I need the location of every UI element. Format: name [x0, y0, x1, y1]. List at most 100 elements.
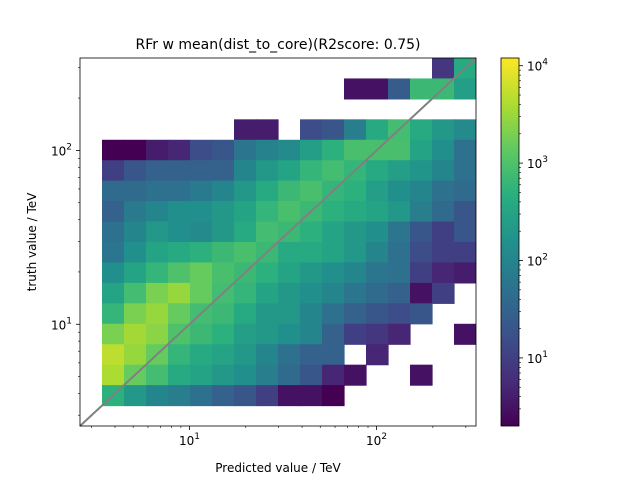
heatmap-cell [256, 119, 279, 141]
heatmap-cell [454, 262, 476, 284]
heatmap-cell [432, 221, 455, 243]
heatmap-cell [212, 303, 235, 325]
heatmap-cell [344, 139, 367, 161]
heatmap-cells [102, 58, 476, 407]
heatmap-cell [322, 364, 345, 386]
heatmap-cell [344, 364, 367, 386]
heatmap-cell [190, 344, 213, 366]
heatmap-cell [322, 221, 345, 243]
heatmap-cell [212, 221, 235, 243]
heatmap-cell [432, 262, 455, 284]
heatmap-cell [454, 242, 476, 264]
heatmap-cell [388, 303, 411, 325]
heatmap-cell [256, 364, 279, 386]
heatmap-cell [124, 221, 147, 243]
reference-line [79, 57, 477, 427]
heatmap-cell [410, 242, 433, 264]
heatmap-cell [212, 201, 235, 223]
heatmap-cell [190, 262, 213, 284]
heatmap-cell [410, 282, 433, 304]
heatmap-cell [388, 282, 411, 304]
heatmap-cell [212, 364, 235, 386]
heatmap-cell [234, 364, 257, 386]
heatmap-cell [190, 180, 213, 202]
heatmap-cell [410, 201, 433, 223]
heatmap-cell [300, 160, 323, 182]
heatmap-cell [102, 303, 125, 325]
heatmap-cell [190, 323, 213, 345]
heatmap-cell [300, 303, 323, 325]
heatmap-cell [410, 364, 433, 386]
heatmap-cell [410, 78, 433, 100]
colorbar-tick-label: 104 [527, 58, 548, 74]
heatmap-cell [234, 160, 257, 182]
heatmap-cell [234, 344, 257, 366]
heatmap-cell [168, 303, 191, 325]
heatmap-cell [124, 139, 147, 161]
heatmap-cell [278, 180, 301, 202]
heatmap-cell [388, 180, 411, 202]
heatmap-cell [410, 303, 433, 325]
heatmap-cell [344, 303, 367, 325]
heatmap-cell [410, 180, 433, 202]
y-tick-label: 102 [51, 142, 72, 158]
colorbar-ticks: 101 102 103 104 [519, 58, 548, 410]
heatmap-cell [432, 58, 455, 80]
heatmap-cell [344, 323, 367, 345]
heatmap-cell [432, 180, 455, 202]
heatmap-cell [190, 282, 213, 304]
colorbar-tick-label: 102 [527, 253, 548, 269]
heatmap-cell [168, 385, 191, 407]
heatmap-cell [300, 119, 323, 141]
heatmap-cell [124, 160, 147, 182]
heatmap-cell [168, 139, 191, 161]
heatmap-cell [124, 180, 147, 202]
heatmap-cell [322, 385, 345, 407]
heatmap-cell [212, 323, 235, 345]
heatmap-cell [256, 385, 279, 407]
heatmap-cell [366, 221, 389, 243]
heatmap-cell [454, 180, 476, 202]
heatmap-cell [454, 221, 476, 243]
heatmap-cell [256, 282, 279, 304]
heatmap-cell [102, 221, 125, 243]
chart-title: RFr w mean(dist_to_core)(R2score: 0.75) [136, 37, 421, 53]
heatmap-cell [454, 160, 476, 182]
heatmap-cell [234, 201, 257, 223]
heatmap-cell [278, 262, 301, 284]
heatmap-cell [432, 201, 455, 223]
heatmap-cell [344, 221, 367, 243]
heatmap-cell [168, 282, 191, 304]
heatmap-cell [146, 364, 169, 386]
heatmap-cell [454, 119, 476, 141]
heatmap-cell [344, 119, 367, 141]
heatmap-cell [432, 139, 455, 161]
heatmap-cell [234, 221, 257, 243]
heatmap-cell [256, 221, 279, 243]
heatmap-cell [168, 221, 191, 243]
heatmap-cell [146, 139, 169, 161]
heatmap-cell [256, 180, 279, 202]
heatmap-cell [366, 160, 389, 182]
heatmap-cell [344, 180, 367, 202]
heatmap-cell [278, 242, 301, 264]
x-axis-label: Predicted value / TeV [215, 461, 341, 475]
heatmap-cell [278, 160, 301, 182]
heatmap-cell [168, 242, 191, 264]
heatmap-cell [146, 282, 169, 304]
heatmap-cell [322, 262, 345, 284]
heatmap-cell [300, 323, 323, 345]
heatmap-cell [300, 139, 323, 161]
heatmap-cell [234, 139, 257, 161]
heatmap-cell [388, 242, 411, 264]
plot-frame [79, 57, 477, 427]
heatmap-cell [102, 282, 125, 304]
heatmap-cell [410, 160, 433, 182]
heatmap-cell [190, 160, 213, 182]
heatmap-cell [212, 242, 235, 264]
heatmap-cell [388, 262, 411, 284]
heatmap-cell [366, 180, 389, 202]
heatmap-cell [256, 303, 279, 325]
heatmap-cell [322, 119, 345, 141]
heatmap-cell [454, 323, 476, 345]
